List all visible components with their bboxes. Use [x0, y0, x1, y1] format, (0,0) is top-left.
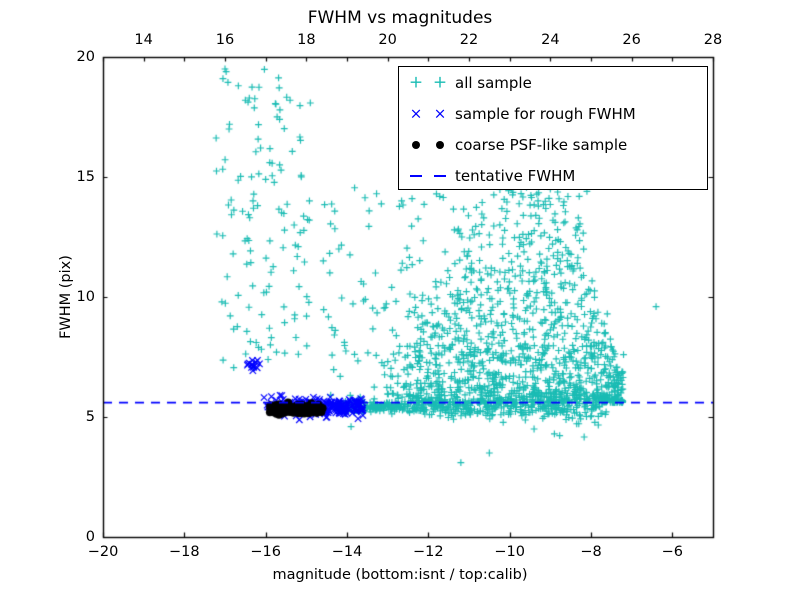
legend-marker-key [399, 160, 455, 191]
legend-label: tentative FWHM [455, 166, 576, 185]
legend-marker-key: × × [399, 98, 455, 129]
legend-label: all sample [455, 73, 532, 92]
legend-entry: tentative FWHM [399, 160, 707, 191]
cross-marker-icon: × [409, 104, 423, 122]
legend-label: coarse PSF-like sample [455, 135, 628, 154]
legend-marker-key [399, 129, 455, 160]
legend-marker-key: + + [399, 67, 455, 98]
legend-entry: × × sample for rough FWHM [399, 98, 707, 129]
dot-marker-icon [412, 140, 420, 149]
legend-entry: + + all sample [399, 67, 707, 98]
dot-marker-icon [436, 140, 444, 149]
dashed-line-marker-icon [434, 174, 446, 177]
legend-entry: coarse PSF-like sample [399, 129, 707, 160]
cross-marker-icon: × [433, 104, 447, 122]
chart-legend: + + all sample × × sample for rough FWHM coars… [398, 66, 708, 190]
dashed-line-marker-icon [410, 174, 422, 177]
plus-marker-icon: + [432, 72, 448, 92]
legend-label: sample for rough FWHM [455, 104, 636, 123]
plus-marker-icon: + [408, 72, 424, 92]
